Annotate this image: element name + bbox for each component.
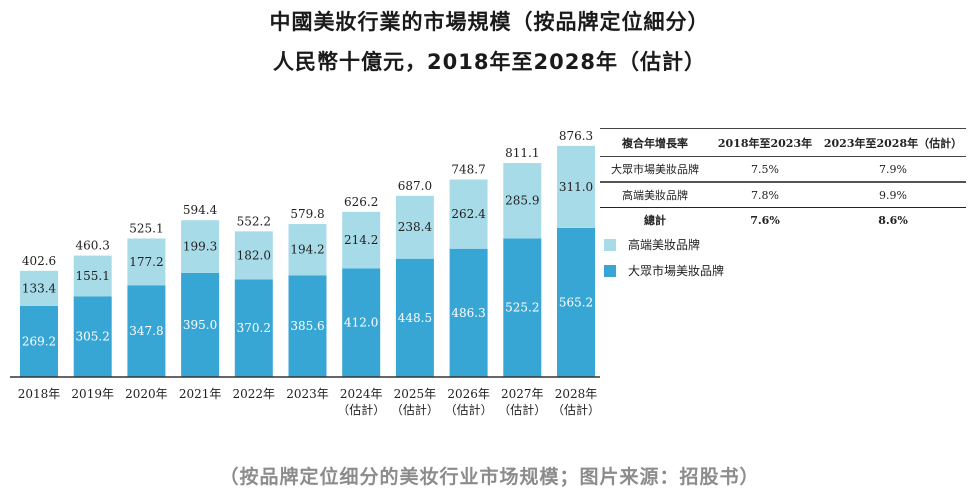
x-tick-sublabel: （估計） <box>498 402 546 417</box>
data-label-mass-market: 448.5 <box>398 311 432 325</box>
bar-segment-mass-market <box>449 248 488 377</box>
data-label-mass-market: 370.2 <box>237 321 271 335</box>
data-label-total: 876.3 <box>559 129 593 143</box>
data-label-total: 687.0 <box>398 179 432 193</box>
x-tick-label: 2028年 <box>555 387 598 401</box>
legend-item-mass: 大眾市場美妝品牌 <box>604 262 724 279</box>
data-label-total: 525.1 <box>129 222 163 236</box>
row-value-period2: 9.9% <box>820 182 966 208</box>
data-label-mass-market: 486.3 <box>451 306 485 320</box>
data-label-mass-market: 395.0 <box>183 318 217 332</box>
data-label-premium: 311.0 <box>559 180 593 194</box>
chart-subtitle: 人民幣十億元，2018年至2028年（估計） <box>273 50 706 74</box>
data-label-mass-market: 412.0 <box>344 316 378 330</box>
data-label-premium: 285.9 <box>505 194 539 208</box>
stacked-bar-chart: 269.2 133.4 402.6 2018年 305.2 155.1 460.3 2019年… <box>10 129 600 417</box>
bar-segment-premium <box>395 195 434 259</box>
x-tick-label: 2020年 <box>125 387 168 401</box>
data-label-total: 748.7 <box>451 162 485 176</box>
bar-segment-mass-market <box>342 268 381 377</box>
legend-swatch-mass <box>604 264 616 277</box>
table-row: 大眾市場美妝品牌 7.5% 7.9% <box>600 156 966 183</box>
data-label-mass-market: 525.2 <box>505 301 539 315</box>
x-tick-label: 2025年 <box>394 387 437 401</box>
cagr-table: 複合年增長率 2018年至2023年 2023年至2028年（估計） 大眾市場美… <box>600 128 966 232</box>
data-label-total: 811.1 <box>505 146 539 160</box>
legend-item-premium: 高端美妝品牌 <box>604 236 700 253</box>
data-label-mass-market: 269.2 <box>22 334 56 348</box>
data-label-premium: 177.2 <box>129 255 163 269</box>
chart-title: 中國美妝行業的市場規模（按品牌定位細分） <box>269 10 710 34</box>
data-label-total: 402.6 <box>22 254 56 268</box>
bar-segment-premium <box>557 145 595 228</box>
data-label-premium: 133.4 <box>22 281 57 295</box>
cagr-header-label: 複合年增長率 <box>622 136 688 150</box>
data-label-mass-market: 565.2 <box>559 295 593 309</box>
bar-segment-mass-market <box>557 227 595 377</box>
bar-segment-premium <box>73 255 112 297</box>
x-tick-label: 2027年 <box>501 387 544 401</box>
bar-segment-mass-market <box>395 258 434 377</box>
bar-segment-premium <box>288 224 327 276</box>
bar-segment-premium <box>503 163 542 239</box>
row-label: 總計 <box>644 214 666 227</box>
legend-label-premium: 高端美妝品牌 <box>628 238 701 252</box>
bar-segment-premium <box>127 238 166 286</box>
x-tick-label: 2022年 <box>233 387 276 401</box>
x-tick-sublabel: （估計） <box>445 402 493 417</box>
data-label-mass-market: 347.8 <box>129 324 163 338</box>
cagr-header-period2: 2023年至2028年（估計） <box>823 136 963 150</box>
data-label-premium: 238.4 <box>398 220 433 234</box>
row-label: 高端美妝品牌 <box>600 182 710 208</box>
row-value-period1: 7.6% <box>750 213 780 227</box>
bar-segment-mass-market <box>288 275 327 377</box>
data-label-mass-market: 305.2 <box>76 330 110 344</box>
row-value-period1: 7.5% <box>710 156 820 183</box>
bar-segment-premium <box>342 211 381 269</box>
bar-segment-mass-market <box>234 279 273 377</box>
data-label-total: 460.3 <box>76 239 110 253</box>
legend-label-mass: 大眾市場美妝品牌 <box>628 264 725 278</box>
image-caption: （按品牌定位细分的美妆行业市场规模；图片来源：招股书） <box>219 466 760 488</box>
bar-segment-premium <box>234 231 273 280</box>
data-label-total: 626.2 <box>344 195 378 209</box>
x-tick-label: 2019年 <box>71 387 114 401</box>
bar-segment-premium <box>449 179 488 249</box>
bar-segment-mass-market <box>127 285 166 377</box>
data-label-premium: 182.0 <box>237 248 271 262</box>
x-tick-label: 2026年 <box>447 387 490 401</box>
bar-segment-mass-market <box>181 272 220 377</box>
data-label-total: 552.2 <box>237 214 271 228</box>
table-row: 高端美妝品牌 7.8% 9.9% <box>600 182 966 208</box>
x-tick-sublabel: （估計） <box>552 402 600 417</box>
row-value-period2: 8.6% <box>878 213 908 227</box>
x-tick-label: 2018年 <box>18 387 61 401</box>
data-label-premium: 214.2 <box>344 233 378 247</box>
bar-segment-premium <box>181 220 220 273</box>
table-row-total: 總計 7.6% 8.6% <box>600 208 966 233</box>
x-tick-label: 2023年 <box>286 387 329 401</box>
data-label-total: 579.8 <box>290 207 324 221</box>
cagr-header-period1: 2018年至2023年 <box>717 136 813 150</box>
data-label-premium: 194.2 <box>290 243 324 257</box>
x-tick-label: 2024年 <box>340 387 383 401</box>
cagr-table-header: 複合年增長率 2018年至2023年 2023年至2028年（估計） <box>600 128 966 157</box>
data-label-premium: 262.4 <box>451 207 486 221</box>
row-value-period1: 7.8% <box>710 182 820 208</box>
bar-segment-mass-market <box>20 305 58 377</box>
bar-segment-mass-market <box>503 238 542 377</box>
data-label-premium: 199.3 <box>183 240 217 254</box>
row-label: 大眾市場美妝品牌 <box>600 156 710 183</box>
x-tick-sublabel: （估計） <box>337 402 385 417</box>
bar-segment-mass-market <box>73 296 112 377</box>
data-label-premium: 155.1 <box>76 269 110 283</box>
row-value-period2: 7.9% <box>820 156 966 183</box>
data-label-total: 594.4 <box>183 203 218 217</box>
x-tick-label: 2021年 <box>179 387 222 401</box>
legend-swatch-premium <box>604 238 616 251</box>
x-tick-sublabel: （估計） <box>391 402 439 417</box>
data-label-mass-market: 385.6 <box>290 319 324 333</box>
bar-segment-premium <box>20 270 58 306</box>
